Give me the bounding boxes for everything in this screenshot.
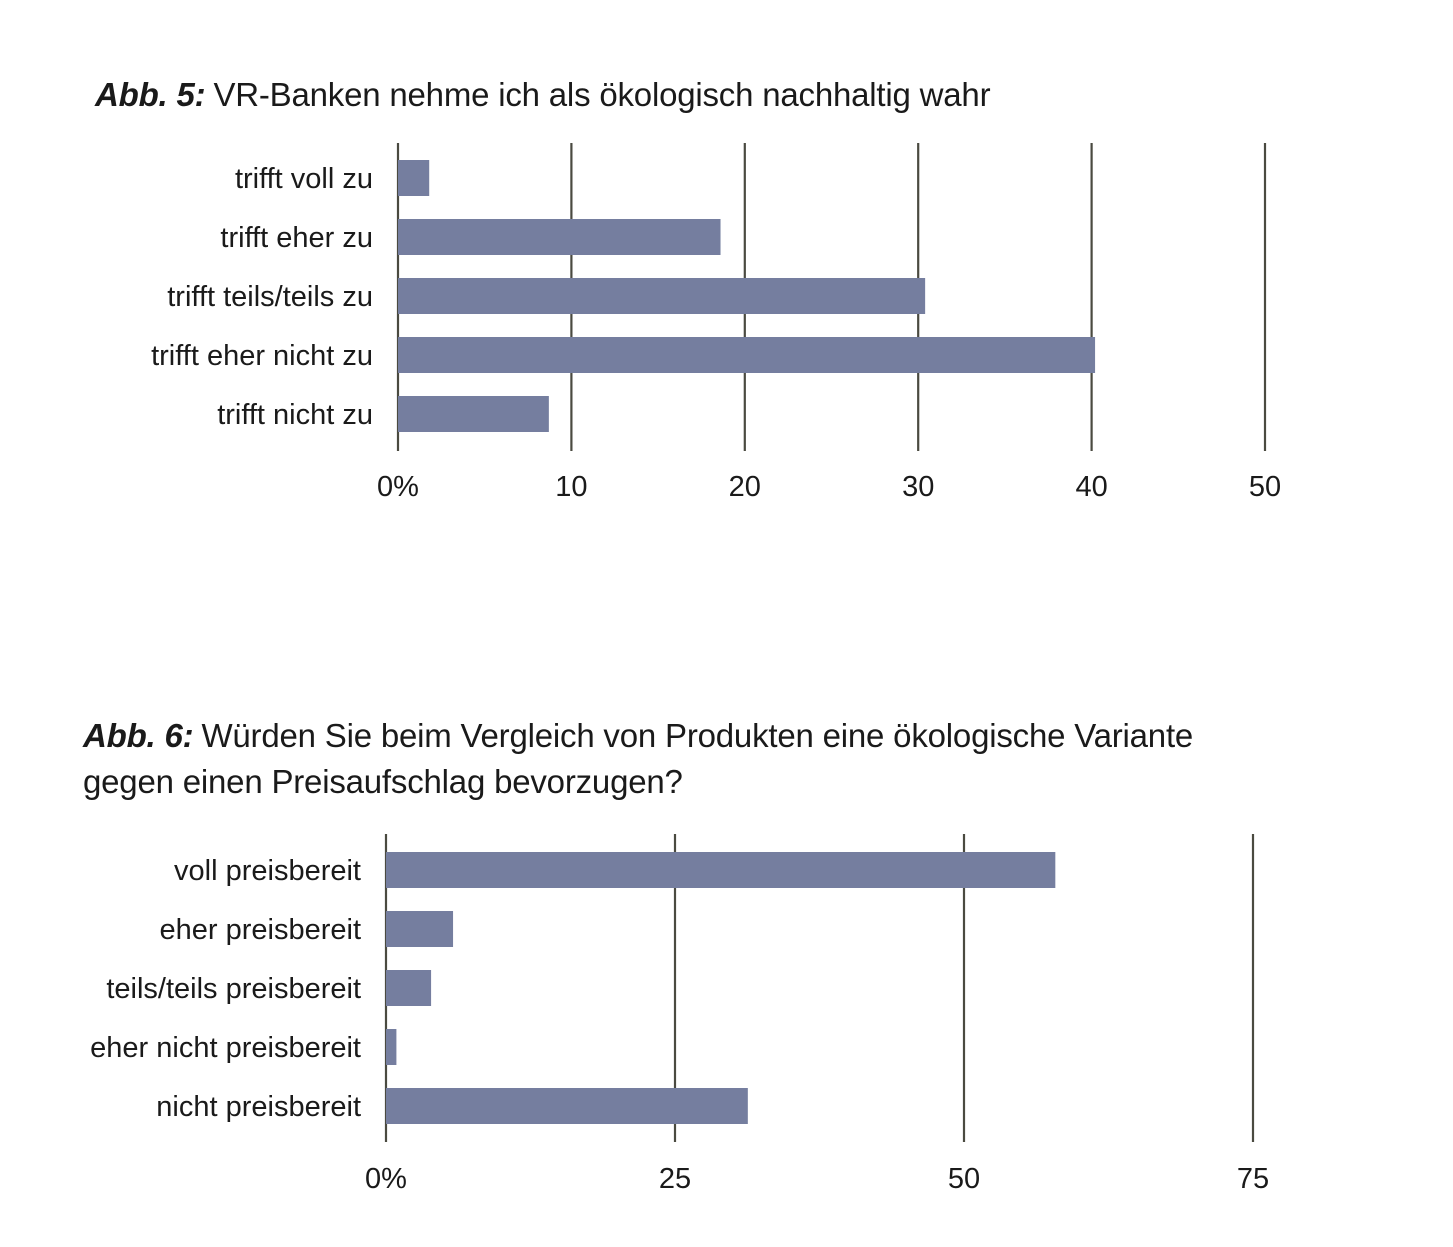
category-label: nicht preisbereit bbox=[156, 1091, 361, 1123]
figure-label: Abb. 6: bbox=[83, 717, 194, 754]
bar bbox=[398, 278, 926, 314]
bar bbox=[398, 396, 549, 432]
x-tick-label: 20 bbox=[729, 471, 761, 503]
chart-title-text: VR-Banken nehme ich als ökologisch nachh… bbox=[213, 76, 991, 113]
x-tick-label: 75 bbox=[1237, 1163, 1269, 1195]
x-tick-label: 30 bbox=[902, 471, 934, 503]
bar bbox=[386, 911, 454, 947]
category-label: trifft teils/teils zu bbox=[167, 281, 373, 313]
x-tick-label: 10 bbox=[555, 471, 587, 503]
x-tick-label: 50 bbox=[948, 1163, 980, 1195]
category-label: trifft nicht zu bbox=[217, 399, 373, 431]
x-tick-label: 40 bbox=[1075, 471, 1107, 503]
category-label: trifft eher nicht zu bbox=[151, 340, 373, 372]
category-label: voll preisbereit bbox=[174, 855, 361, 887]
x-tick-label: 25 bbox=[659, 1163, 691, 1195]
bar bbox=[398, 160, 430, 196]
category-label: teils/teils preisbereit bbox=[106, 973, 361, 1005]
chart-5-title: Abb. 5: VR-Banken nehme ich als ökologisc… bbox=[95, 72, 1295, 118]
bar bbox=[398, 219, 721, 255]
x-tick-label: 50 bbox=[1249, 471, 1281, 503]
category-label: eher nicht preisbereit bbox=[90, 1032, 361, 1064]
category-label: trifft eher zu bbox=[220, 222, 373, 254]
x-tick-label: 0% bbox=[365, 1163, 407, 1195]
figure-label: Abb. 5: bbox=[95, 76, 206, 113]
chart-6-title: Abb. 6: Würden Sie beim Vergleich von Pro… bbox=[83, 713, 1233, 805]
bar bbox=[398, 337, 1096, 373]
chart-title-text: Würden Sie beim Vergleich von Produkten … bbox=[83, 717, 1194, 800]
bar bbox=[386, 1088, 748, 1124]
bar bbox=[386, 852, 1056, 888]
x-tick-label: 0% bbox=[377, 471, 419, 503]
category-label: trifft voll zu bbox=[235, 163, 373, 195]
bar bbox=[386, 1029, 397, 1065]
category-label: eher preisbereit bbox=[160, 914, 362, 946]
bar bbox=[386, 970, 432, 1006]
